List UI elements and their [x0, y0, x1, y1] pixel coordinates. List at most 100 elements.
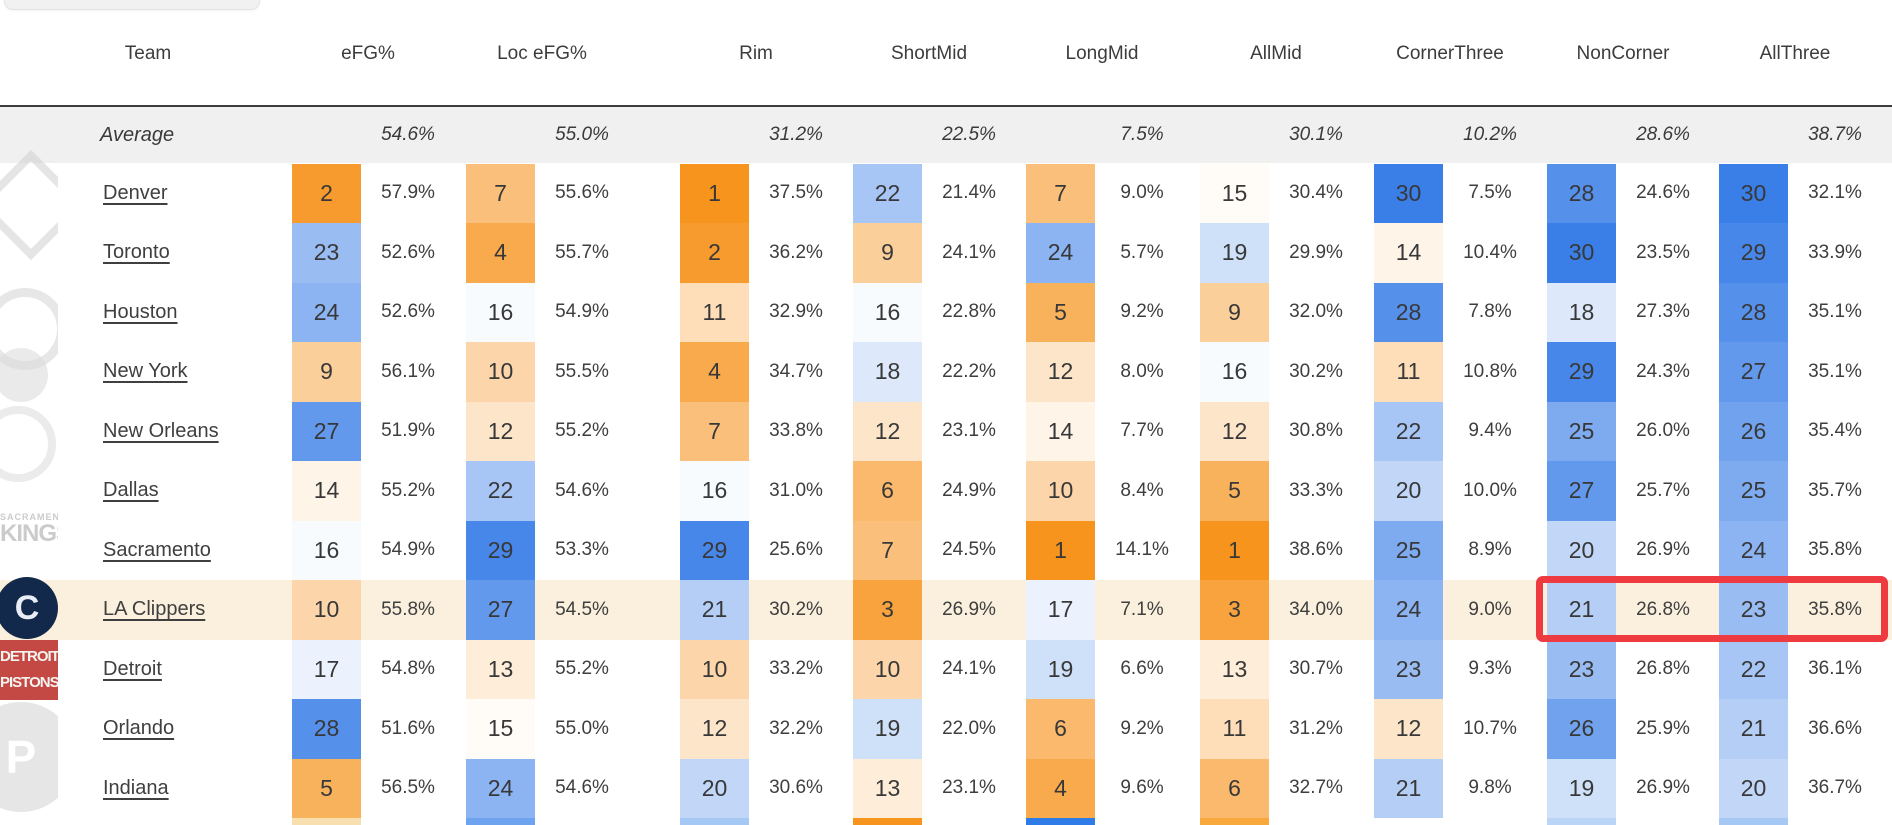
column-header-all-mid[interactable]: All Mid: [1201, 0, 1351, 106]
team-link-sacramento[interactable]: Sacramento: [103, 538, 211, 561]
team-link-new-york[interactable]: New York: [103, 360, 188, 383]
value-cell-long-mid: 14.1%: [1115, 539, 1169, 561]
value-cell-short-mid: 24.9%: [942, 479, 996, 501]
rank-cell-all-mid: 3: [1200, 580, 1269, 640]
rank-cell-corner-three: 20: [1374, 461, 1443, 521]
rank-cell-all-mid: 13: [1200, 639, 1269, 699]
average-label: Average: [100, 123, 175, 146]
value-cell-non-corner: 27.3%: [1636, 301, 1690, 323]
value-cell-corner-three: 7.5%: [1468, 182, 1512, 204]
column-header-loc-efg[interactable]: Loc eFG%: [467, 0, 617, 106]
partial-row-cell: [1200, 818, 1269, 825]
value-cell-short-mid: 24.1%: [942, 658, 996, 680]
value-cell-efg: 56.5%: [381, 777, 435, 799]
value-cell-non-corner: 24.6%: [1636, 182, 1690, 204]
team-logo-clippers: C: [0, 577, 58, 639]
value-cell-long-mid: 8.4%: [1120, 479, 1164, 501]
column-header-label: Three: [1780, 42, 1831, 64]
team-link-denver[interactable]: Denver: [103, 181, 168, 204]
rank-cell-rim: 11: [680, 282, 749, 342]
rank-cell-efg: 16: [292, 520, 361, 580]
value-cell-all-mid: 30.7%: [1289, 658, 1343, 680]
column-header-all-three[interactable]: All Three: [1720, 0, 1870, 106]
value-cell-all-three: 35.1%: [1808, 301, 1862, 323]
value-cell-long-mid: 8.0%: [1120, 360, 1164, 382]
column-header-corner-three[interactable]: Corner Three: [1375, 0, 1525, 106]
value-cell-non-corner: 23.5%: [1636, 241, 1690, 263]
value-cell-rim: 32.2%: [769, 717, 823, 739]
team-link-detroit[interactable]: Detroit: [103, 657, 162, 680]
team-link-new-orleans[interactable]: New Orleans: [103, 419, 219, 442]
team-link-indiana[interactable]: Indiana: [103, 776, 169, 799]
column-header-label: Long: [1065, 42, 1108, 64]
value-cell-long-mid: 9.2%: [1120, 717, 1164, 739]
value-cell-all-three: 36.1%: [1808, 658, 1862, 680]
rank-cell-all-three: 28: [1719, 282, 1788, 342]
column-header-label: Loc eFG%: [497, 42, 587, 64]
rank-cell-efg: 24: [292, 282, 361, 342]
value-cell-rim: 30.2%: [769, 598, 823, 620]
rank-cell-short-mid: 10: [853, 639, 922, 699]
rank-cell-corner-three: 30: [1374, 163, 1443, 223]
rank-cell-all-three: 24: [1719, 520, 1788, 580]
value-cell-rim: 34.7%: [769, 360, 823, 382]
rank-cell-rim: 20: [680, 758, 749, 818]
column-header-label: Mid: [1271, 42, 1302, 64]
column-header-long-mid[interactable]: Long Mid: [1027, 0, 1177, 106]
team-link-toronto[interactable]: Toronto: [103, 241, 170, 264]
rank-cell-non-corner: 23: [1547, 639, 1616, 699]
column-header-efg[interactable]: eFG%: [293, 0, 443, 106]
value-cell-loc-efg: 54.9%: [555, 301, 609, 323]
column-header-non-corner[interactable]: Non Corner: [1548, 0, 1698, 106]
rank-cell-non-corner: 29: [1547, 342, 1616, 402]
value-cell-efg: 51.9%: [381, 420, 435, 442]
column-header-label: Mid: [936, 42, 968, 64]
rank-cell-rim: 1: [680, 163, 749, 223]
column-header-label: Mid: [1107, 42, 1139, 64]
table-row: Sacramento 16 54.9% 29 53.3% 29 25.6% 7 24.5% 1 1…: [0, 520, 1892, 580]
rank-cell-all-mid: 12: [1200, 401, 1269, 461]
rank-cell-rim: 7: [680, 401, 749, 461]
team-link-orlando[interactable]: Orlando: [103, 717, 175, 740]
column-header-rim[interactable]: Rim: [681, 0, 831, 106]
rank-cell-all-mid: 9: [1200, 282, 1269, 342]
value-cell-all-mid: 34.0%: [1289, 598, 1343, 620]
column-header-short-mid[interactable]: Short Mid: [854, 0, 1004, 106]
rank-cell-corner-three: 21: [1374, 758, 1443, 818]
rank-cell-long-mid: 19: [1026, 639, 1095, 699]
value-cell-non-corner: 24.3%: [1636, 360, 1690, 382]
rank-cell-non-corner: 27: [1547, 461, 1616, 521]
team-link-la-clippers[interactable]: LA Clippers: [103, 598, 206, 621]
value-cell-non-corner: 26.9%: [1636, 777, 1690, 799]
rank-cell-all-three: 29: [1719, 223, 1788, 283]
rank-cell-efg: 9: [292, 342, 361, 402]
table-row: New Orleans 27 51.9% 12 55.2% 7 33.8% 12 23.1% 1…: [0, 401, 1892, 461]
rank-cell-rim: 12: [680, 699, 749, 759]
team-logo-nuggets: [0, 149, 58, 261]
rank-cell-all-mid: 6: [1200, 758, 1269, 818]
rank-cell-all-mid: 15: [1200, 163, 1269, 223]
value-cell-loc-efg: 54.5%: [555, 598, 609, 620]
rank-cell-rim: 21: [680, 580, 749, 640]
value-cell-all-three: 35.8%: [1808, 539, 1862, 561]
value-cell-rim: 37.5%: [769, 182, 823, 204]
rank-cell-loc-efg: 12: [466, 401, 535, 461]
column-header-label: Non: [1576, 42, 1612, 64]
rank-cell-non-corner: 26: [1547, 699, 1616, 759]
value-cell-all-three: 35.7%: [1808, 479, 1862, 501]
average-value-long-mid: 7.5%: [1120, 124, 1164, 145]
rank-cell-all-three: 27: [1719, 342, 1788, 402]
rank-cell-non-corner: 18: [1547, 282, 1616, 342]
team-link-houston[interactable]: Houston: [103, 300, 178, 323]
partial-row-cell: [680, 818, 749, 825]
rank-cell-all-three: 22: [1719, 639, 1788, 699]
team-link-dallas[interactable]: Dallas: [103, 479, 159, 502]
column-header-team[interactable]: Team: [124, 42, 172, 64]
value-cell-corner-three: 8.9%: [1468, 539, 1512, 561]
average-value-all-three: 38.7%: [1808, 124, 1862, 145]
value-cell-rim: 25.6%: [769, 539, 823, 561]
table-row: Orlando 28 51.6% 15 55.0% 12 32.2% 19 22.0% 6 9.2…: [0, 699, 1892, 759]
rank-cell-rim: 29: [680, 520, 749, 580]
rank-cell-short-mid: 3: [853, 580, 922, 640]
